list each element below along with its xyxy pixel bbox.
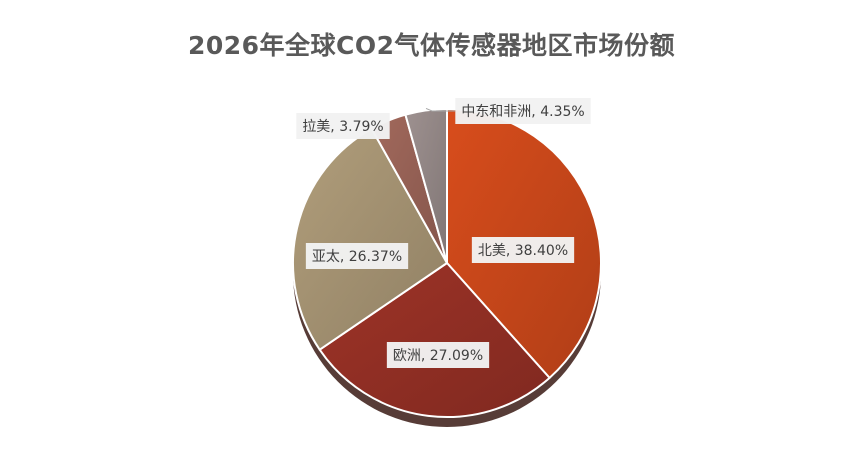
data-label-box-3 [296, 113, 390, 139]
pie-slice-2[interactable] [292, 127, 448, 351]
data-label-text-3: 拉美, 3.79% [302, 119, 383, 135]
data-label-text-4: 中东和非洲, 4.35% [461, 104, 584, 120]
data-label-box-4 [455, 98, 591, 124]
data-label-text-0: 北美, 38.40% [478, 243, 568, 259]
data-label-2: 亚太, 26.37% [305, 243, 409, 269]
data-label-box-1 [386, 342, 490, 368]
pie-slice-1[interactable] [318, 262, 551, 418]
chart-title: 2026年全球CO2气体传感器地区市场份额 [187, 31, 676, 60]
data-label-box-0 [471, 237, 575, 263]
data-label-0: 北美, 38.40% [471, 237, 575, 263]
data-label-1: 欧洲, 27.09% [386, 342, 490, 368]
data-label-box-2 [305, 243, 409, 269]
pie-slice-4[interactable] [404, 108, 448, 264]
data-label-3: 拉美, 3.79% [296, 113, 390, 139]
data-label-text-2: 亚太, 26.37% [312, 249, 402, 265]
data-label-text-1: 欧洲, 27.09% [393, 348, 483, 364]
leader-line-4 [425, 107, 456, 112]
data-label-4: 中东和非洲, 4.35% [455, 98, 591, 124]
